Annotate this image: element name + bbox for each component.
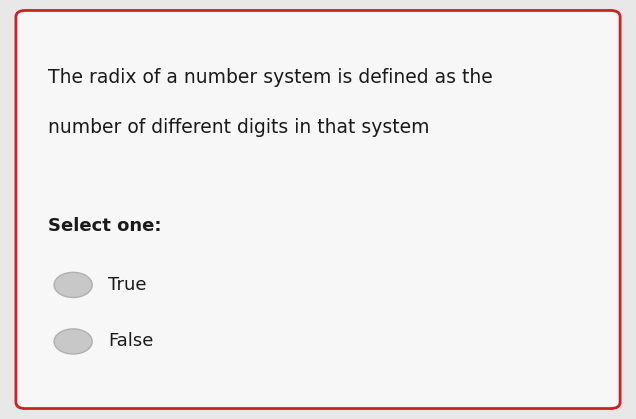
Text: number of different digits in that system: number of different digits in that syste… [48,118,429,137]
Circle shape [54,329,92,354]
FancyBboxPatch shape [16,10,620,409]
Circle shape [54,272,92,297]
Text: The radix of a number system is defined as the: The radix of a number system is defined … [48,68,492,87]
Text: Select one:: Select one: [48,217,161,235]
Text: True: True [108,276,147,294]
Text: False: False [108,333,153,350]
